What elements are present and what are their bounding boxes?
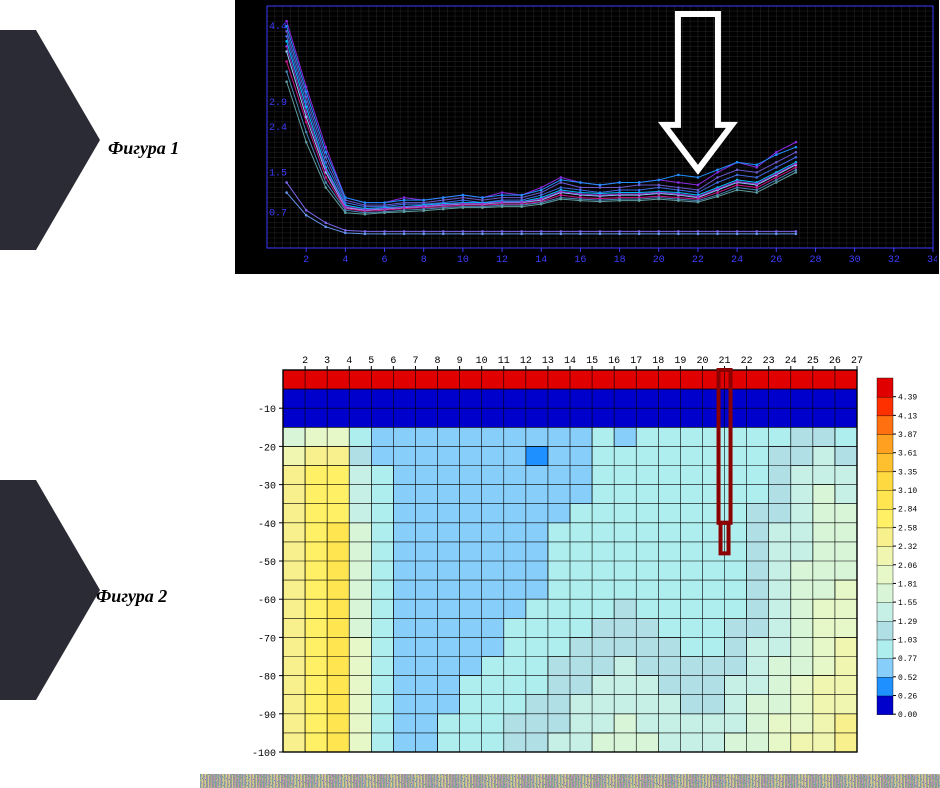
svg-text:20: 20 <box>653 255 665 266</box>
svg-text:34: 34 <box>927 255 937 266</box>
svg-text:14: 14 <box>535 255 547 266</box>
figure-1-label: Фигура 1 <box>108 138 179 159</box>
svg-text:16: 16 <box>574 255 586 266</box>
svg-text:4.13: 4.13 <box>898 412 917 421</box>
svg-text:23: 23 <box>763 356 775 367</box>
svg-text:3.10: 3.10 <box>898 487 917 496</box>
svg-text:18: 18 <box>652 356 664 367</box>
decor-arrow-1 <box>0 30 100 250</box>
svg-text:-60: -60 <box>258 596 276 607</box>
svg-text:7: 7 <box>412 356 418 367</box>
svg-text:2: 2 <box>302 356 308 367</box>
svg-text:5: 5 <box>368 356 374 367</box>
svg-text:25: 25 <box>807 356 819 367</box>
svg-text:4: 4 <box>346 356 352 367</box>
svg-text:2.06: 2.06 <box>898 562 917 571</box>
svg-text:3.61: 3.61 <box>898 450 917 459</box>
svg-text:22: 22 <box>692 255 704 266</box>
svg-text:21: 21 <box>719 356 731 367</box>
svg-text:1.81: 1.81 <box>898 580 917 589</box>
svg-text:1.03: 1.03 <box>898 636 917 645</box>
svg-text:2.32: 2.32 <box>898 543 917 552</box>
svg-text:2.84: 2.84 <box>898 506 917 515</box>
svg-text:-70: -70 <box>258 634 276 645</box>
svg-text:14: 14 <box>564 356 576 367</box>
svg-text:2: 2 <box>303 255 309 266</box>
svg-text:24: 24 <box>731 255 743 266</box>
svg-text:27: 27 <box>851 356 863 367</box>
svg-text:0.7: 0.7 <box>269 209 287 220</box>
svg-text:3: 3 <box>324 356 330 367</box>
svg-text:16: 16 <box>608 356 620 367</box>
line-chart: 2468101214161820222426283032340.71.52.42… <box>235 0 939 274</box>
svg-text:26: 26 <box>770 255 782 266</box>
svg-text:2.9: 2.9 <box>269 98 287 109</box>
svg-text:12: 12 <box>520 356 532 367</box>
svg-text:4.39: 4.39 <box>898 394 917 403</box>
svg-text:1.5: 1.5 <box>269 168 287 179</box>
svg-text:-80: -80 <box>258 673 276 684</box>
svg-text:15: 15 <box>586 356 598 367</box>
svg-text:11: 11 <box>498 356 510 367</box>
svg-text:0.00: 0.00 <box>898 711 917 720</box>
svg-text:8: 8 <box>435 356 441 367</box>
svg-text:17: 17 <box>630 356 642 367</box>
svg-text:-20: -20 <box>258 443 276 454</box>
svg-text:0.26: 0.26 <box>898 692 917 701</box>
svg-text:1.29: 1.29 <box>898 618 917 627</box>
svg-text:12: 12 <box>496 255 508 266</box>
contour-heatmap: 2345678910111213141516171819202122232425… <box>235 350 935 760</box>
decor-arrow-2 <box>0 480 100 700</box>
svg-text:-10: -10 <box>258 405 276 416</box>
svg-text:3.87: 3.87 <box>898 431 917 440</box>
svg-text:4: 4 <box>342 255 348 266</box>
svg-text:22: 22 <box>741 356 753 367</box>
svg-text:9: 9 <box>457 356 463 367</box>
svg-text:6: 6 <box>390 356 396 367</box>
svg-text:19: 19 <box>674 356 686 367</box>
noise-strip <box>200 774 940 788</box>
svg-text:0.52: 0.52 <box>898 674 917 683</box>
svg-text:4.4: 4.4 <box>269 22 287 33</box>
svg-text:20: 20 <box>696 356 708 367</box>
svg-text:1.55: 1.55 <box>898 599 917 608</box>
svg-text:3.35: 3.35 <box>898 468 917 477</box>
svg-text:32: 32 <box>888 255 900 266</box>
svg-text:13: 13 <box>542 356 554 367</box>
svg-text:0.77: 0.77 <box>898 655 917 664</box>
svg-text:6: 6 <box>382 255 388 266</box>
svg-text:10: 10 <box>457 255 469 266</box>
svg-text:28: 28 <box>809 255 821 266</box>
svg-text:-100: -100 <box>252 749 276 760</box>
svg-text:-90: -90 <box>258 711 276 722</box>
svg-text:-30: -30 <box>258 482 276 493</box>
svg-text:-40: -40 <box>258 520 276 531</box>
svg-text:2.4: 2.4 <box>269 123 287 134</box>
svg-text:8: 8 <box>421 255 427 266</box>
svg-text:30: 30 <box>849 255 861 266</box>
figure-2-label: Фигура 2 <box>96 586 167 607</box>
svg-text:26: 26 <box>829 356 841 367</box>
svg-text:10: 10 <box>476 356 488 367</box>
svg-text:18: 18 <box>614 255 626 266</box>
svg-text:-50: -50 <box>258 558 276 569</box>
svg-text:2.58: 2.58 <box>898 524 917 533</box>
svg-text:24: 24 <box>785 356 797 367</box>
